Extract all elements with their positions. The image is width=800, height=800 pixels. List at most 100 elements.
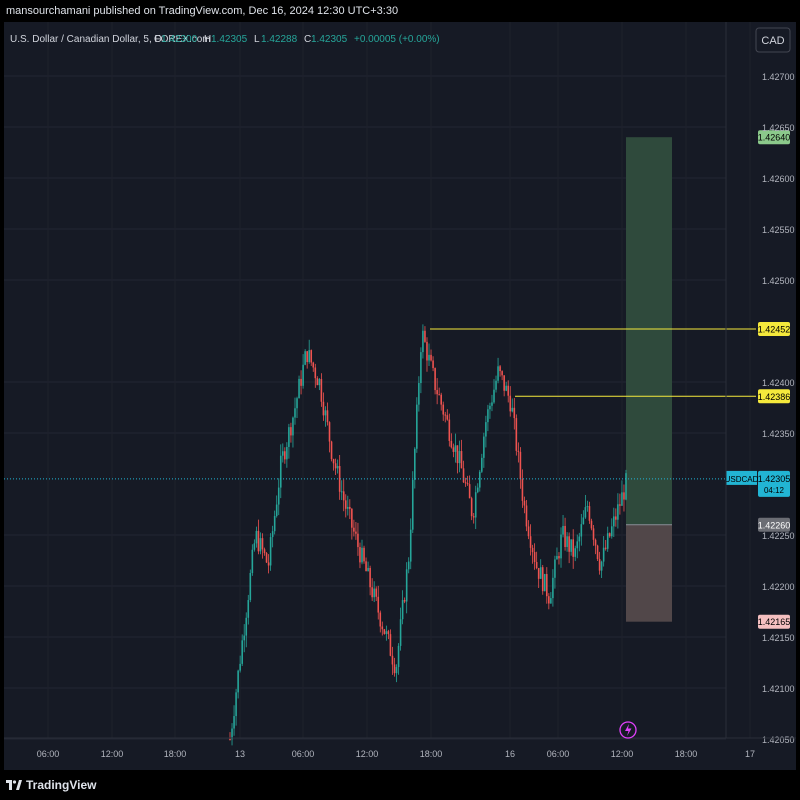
chart-area[interactable]: 1.42452 1.42386 USDCAD 1.42305 04:12 1.42640 1… [4, 22, 796, 770]
candle [318, 378, 321, 391]
time-axis[interactable]: 06:00 12:00 18:00 13 06:00 12:00 18:00 16 06:00 1… [4, 737, 796, 759]
legend-ohlc: O 1.42300 H 1.42305 L 1.42288 C 1.42305 +0.00005… [154, 34, 440, 45]
currency-button-label[interactable]: CAD [761, 35, 784, 47]
alert-icon[interactable] [619, 721, 637, 739]
profit-zone[interactable] [626, 137, 672, 525]
target-price-tag [758, 130, 790, 145]
candle-body [255, 530, 258, 544]
candle [513, 398, 516, 430]
price-tick-label: 1.42250 [762, 531, 795, 541]
candle [550, 592, 552, 604]
candle-body [367, 567, 369, 572]
candle-body [533, 552, 536, 563]
candle-body [497, 366, 499, 381]
candle-body [310, 350, 313, 363]
candle-body [403, 600, 406, 602]
candle-body [458, 451, 461, 464]
currency-button-box[interactable] [755, 27, 791, 53]
candle [411, 471, 414, 534]
grid [4, 22, 751, 740]
candle-body [269, 537, 272, 566]
candle [440, 392, 442, 411]
candle-body [604, 547, 607, 549]
candle-body [610, 526, 613, 537]
candle-body [566, 536, 568, 547]
candle [537, 567, 540, 588]
candle [436, 378, 438, 405]
candle-body [336, 465, 339, 469]
time-tick-label: 17 [745, 749, 755, 759]
candle [483, 432, 485, 468]
candle-body [521, 479, 524, 501]
candle [452, 443, 455, 458]
candle [562, 515, 564, 538]
candle [426, 337, 428, 372]
tradingview-logo[interactable]: TradingView [6, 778, 96, 792]
candle-body [261, 538, 264, 550]
candle-body [377, 596, 380, 613]
candle [517, 442, 520, 463]
legend-o-value: 1.42300 [161, 34, 198, 45]
candle [546, 567, 548, 604]
candle [255, 526, 258, 548]
time-tick-label: 12:00 [101, 749, 124, 759]
candle-body [243, 635, 246, 641]
level-price-tag [758, 389, 790, 404]
candle-body [312, 362, 315, 368]
candle-body [606, 533, 609, 549]
candle-body [586, 506, 589, 508]
candle [525, 500, 528, 532]
legend-l-key: L [254, 34, 260, 45]
candle [273, 510, 276, 535]
publisher-line: mansourchamani published on TradingView.… [0, 0, 800, 22]
tradingview-brand: TradingView [26, 778, 97, 792]
price-axis[interactable]: 1.42700 1.42650 1.42600 1.42550 1.42500 1.424… [725, 22, 795, 745]
levels: 1.42452 1.42386 USDCAD 1.42305 04:12 1.42640 1… [4, 130, 790, 629]
candle-body [529, 536, 532, 548]
candle-body [237, 670, 239, 693]
candle [277, 478, 280, 516]
candle [407, 557, 410, 574]
candle-body [517, 450, 520, 452]
candle [424, 326, 426, 343]
candle-body [263, 549, 266, 554]
candle [422, 324, 424, 359]
candle [361, 539, 363, 565]
candle-body [349, 506, 351, 509]
candle-body [489, 405, 491, 410]
candle-body [436, 390, 438, 395]
loss-zone[interactable] [626, 524, 672, 622]
candle-body [361, 547, 363, 563]
candle [340, 480, 343, 501]
legend: U.S. Dollar / Canadian Dollar, 5, FOREX.… [10, 34, 440, 45]
candle [444, 411, 447, 423]
legend-h-value: 1.42305 [211, 34, 248, 45]
candle-body [448, 419, 451, 441]
candle-body [572, 539, 574, 557]
currency-button[interactable]: CAD [755, 27, 791, 53]
candles [229, 324, 627, 746]
candle-body [608, 533, 611, 537]
candle-body [556, 556, 558, 560]
candle-body [507, 385, 510, 396]
candle-body [344, 500, 347, 509]
candle [596, 544, 599, 562]
candle-body [302, 364, 304, 386]
candle-body [292, 417, 294, 436]
candle-body [290, 427, 292, 436]
candle-body [552, 577, 554, 599]
candle-body [334, 463, 337, 469]
candle-body [259, 538, 262, 552]
candle [326, 402, 329, 426]
candle [302, 354, 304, 389]
candle [355, 522, 357, 540]
candle [590, 518, 593, 531]
candle [487, 404, 489, 432]
stop-price-tag [758, 614, 790, 629]
candle-body [596, 545, 599, 560]
candle-body [578, 536, 581, 542]
price-tick-label: 1.42550 [762, 225, 795, 235]
candle [602, 536, 605, 567]
candle-body [265, 553, 268, 563]
